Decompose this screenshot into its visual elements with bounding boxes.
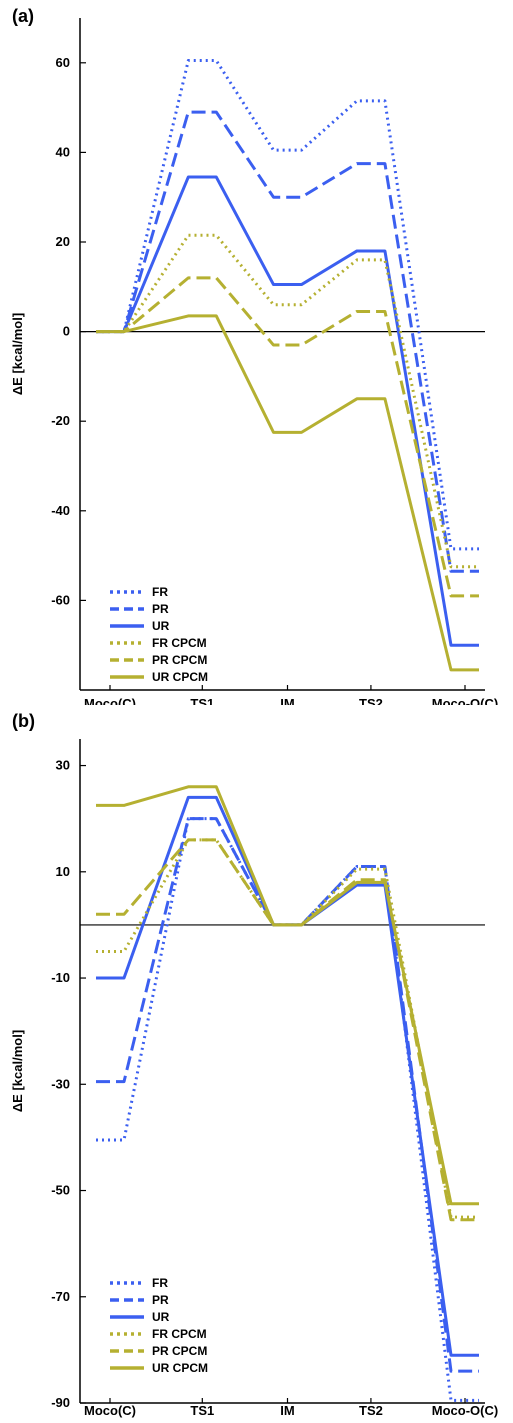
y-axis-title: ΔE [kcal/mol]	[10, 313, 25, 395]
legend-label: PR CPCM	[152, 653, 207, 667]
y-tick-label: 20	[56, 234, 70, 249]
x-category-label: TS2	[359, 1403, 383, 1418]
x-category-label: IM	[280, 696, 294, 705]
chart-panel-b: (b) ΔE [kcal/mol] -90 -70 -50 -30 -10 10 30 Moco(…	[0, 705, 513, 1423]
y-tick-label: -50	[51, 1183, 70, 1198]
legend-label: PR	[152, 602, 169, 616]
series-line-pr-cpcm	[96, 276, 479, 598]
legend-label: UR	[152, 1310, 170, 1324]
x-category-label: Moco(C)	[84, 696, 136, 705]
y-tick-label: 40	[56, 144, 70, 159]
series-line-ur	[96, 175, 479, 647]
legend-label: PR	[152, 1293, 169, 1307]
y-tick-label: -90	[51, 1395, 70, 1410]
chart-a-svg: (a) ΔE [kcal/mol] -60 -40 -20 0 20 40 60 Moco(C) T…	[10, 6, 498, 705]
legend-label: FR	[152, 585, 168, 599]
y-axis-title: ΔE [kcal/mol]	[10, 1030, 25, 1112]
y-tick-label: -20	[51, 413, 70, 428]
panel-label: (b)	[12, 711, 35, 731]
x-category-label: TS1	[190, 696, 214, 705]
chart-b-svg: (b) ΔE [kcal/mol] -90 -70 -50 -30 -10 10 30 Moco(…	[10, 711, 498, 1418]
x-category-label: Moco(C)	[84, 1403, 136, 1418]
legend-label: PR CPCM	[152, 1344, 207, 1358]
series-line-ur-cpcm	[96, 314, 479, 672]
series-line-pr	[96, 110, 479, 573]
series-line-ur-cpcm	[96, 785, 479, 1206]
y-tick-label: 60	[56, 55, 70, 70]
y-tick-label: -40	[51, 503, 70, 518]
y-tick-label: -10	[51, 970, 70, 985]
legend-label: UR	[152, 619, 170, 633]
chart-panel-a: (a) ΔE [kcal/mol] -60 -40 -20 0 20 40 60 Moco(C) T…	[0, 0, 513, 705]
y-tick-label: -60	[51, 592, 70, 607]
y-tick-label: -30	[51, 1076, 70, 1091]
x-category-label: Moco-O(C)	[432, 1403, 498, 1418]
panel-label: (a)	[12, 6, 34, 26]
x-category-label: Moco-O(C)	[432, 696, 498, 705]
legend-label: FR CPCM	[152, 1327, 207, 1341]
y-tick-label: 10	[56, 864, 70, 879]
y-tick-label: 30	[56, 758, 70, 773]
legend-label: FR CPCM	[152, 636, 207, 650]
x-category-label: TS2	[359, 696, 383, 705]
legend-label: FR	[152, 1276, 168, 1290]
x-category-label: IM	[280, 1403, 294, 1418]
legend-label: UR CPCM	[152, 1361, 208, 1375]
y-tick-label: 0	[63, 324, 70, 339]
legend-label: UR CPCM	[152, 670, 208, 684]
series-line-fr-cpcm	[96, 233, 479, 569]
x-category-label: TS1	[190, 1403, 214, 1418]
y-tick-label: -70	[51, 1289, 70, 1304]
